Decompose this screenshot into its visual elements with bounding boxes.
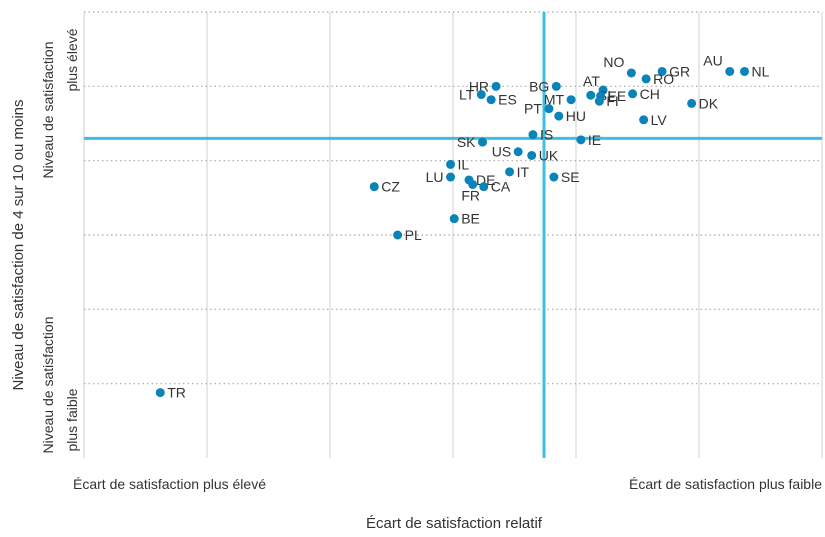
point-us	[513, 147, 523, 157]
point-label-uk: UK	[539, 147, 559, 163]
point-si	[586, 90, 596, 100]
point-label-fr: FR	[461, 187, 480, 203]
point-label-il: IL	[458, 156, 470, 172]
point-label-no: NO	[603, 54, 624, 70]
point-lu	[446, 172, 456, 182]
point-uk	[527, 150, 537, 160]
point-label-fi: FI	[606, 93, 618, 109]
point-ro	[641, 74, 651, 84]
point-label-nl: NL	[752, 63, 770, 79]
point-is	[528, 130, 538, 140]
point-label-lv: LV	[651, 112, 668, 128]
point-ie	[576, 135, 586, 145]
point-label-tr: TR	[167, 385, 186, 401]
point-pl	[393, 230, 403, 240]
point-label-ca: CA	[491, 179, 511, 195]
point-es	[486, 95, 496, 105]
y-end-label-high-line1: Niveau de satisfaction	[40, 42, 56, 179]
point-label-ch: CH	[640, 86, 660, 102]
point-no	[626, 68, 636, 78]
point-label-dk: DK	[699, 95, 719, 111]
point-label-us: US	[492, 144, 511, 160]
point-label-lt: LT	[459, 87, 475, 103]
point-nl	[740, 66, 750, 76]
point-il	[446, 159, 456, 169]
point-fr	[468, 179, 478, 189]
point-bg	[551, 81, 561, 91]
point-label-it: IT	[517, 164, 530, 180]
x-end-label-low: Écart de satisfaction plus élevé	[73, 476, 266, 492]
point-hr	[491, 81, 501, 91]
x-axis-title: Écart de satisfaction relatif	[366, 515, 543, 532]
point-label-hr: HR	[469, 78, 489, 94]
point-label-ro: RO	[653, 71, 674, 87]
x-end-label-high: Écart de satisfaction plus faible	[629, 476, 822, 492]
point-be	[449, 214, 459, 224]
point-label-lu: LU	[426, 169, 444, 185]
point-label-ee: EE	[608, 88, 627, 104]
grid-lines	[83, 11, 823, 458]
point-label-bg: BG	[529, 78, 549, 94]
point-fi	[594, 96, 604, 106]
point-lt	[476, 90, 486, 100]
y-axis-title: Niveau de satisfaction de 4 sur 10 ou mo…	[10, 100, 27, 391]
point-label-be: BE	[461, 211, 480, 227]
point-hu	[554, 111, 564, 121]
point-label-se: SE	[561, 169, 580, 185]
point-cz	[369, 182, 379, 192]
point-mt	[566, 95, 576, 105]
point-label-is: IS	[540, 127, 553, 143]
point-label-es: ES	[498, 92, 517, 108]
point-label-sk: SK	[457, 134, 476, 150]
y-end-label-low-line2: plus faible	[64, 388, 80, 451]
point-label-pt: PT	[524, 101, 542, 117]
point-lv	[639, 115, 649, 125]
point-dk	[687, 98, 697, 108]
point-ch	[628, 89, 638, 99]
y-end-label-low-line1: Niveau de satisfaction	[40, 317, 56, 454]
point-gr	[657, 66, 667, 76]
point-label-hu: HU	[566, 108, 586, 124]
data-points: AUNLNOGRROHRBGATSIMTEECHFIDKLTESPTHULVIS…	[155, 52, 770, 401]
point-label-at: AT	[583, 73, 600, 89]
y-end-label-high-line2: plus élevé	[64, 28, 80, 91]
point-label-pl: PL	[405, 227, 422, 243]
point-label-ie: IE	[588, 132, 601, 148]
point-ca	[479, 182, 489, 192]
point-sk	[478, 137, 488, 147]
point-label-gr: GR	[669, 63, 690, 79]
point-tr	[155, 388, 165, 398]
point-label-mt: MT	[544, 92, 565, 108]
point-label-cz: CZ	[381, 179, 400, 195]
point-se	[549, 172, 559, 182]
point-au	[725, 66, 735, 76]
point-pt	[544, 104, 554, 114]
reference-lines	[84, 12, 822, 458]
point-label-au: AU	[703, 52, 722, 68]
point-it	[505, 167, 515, 177]
